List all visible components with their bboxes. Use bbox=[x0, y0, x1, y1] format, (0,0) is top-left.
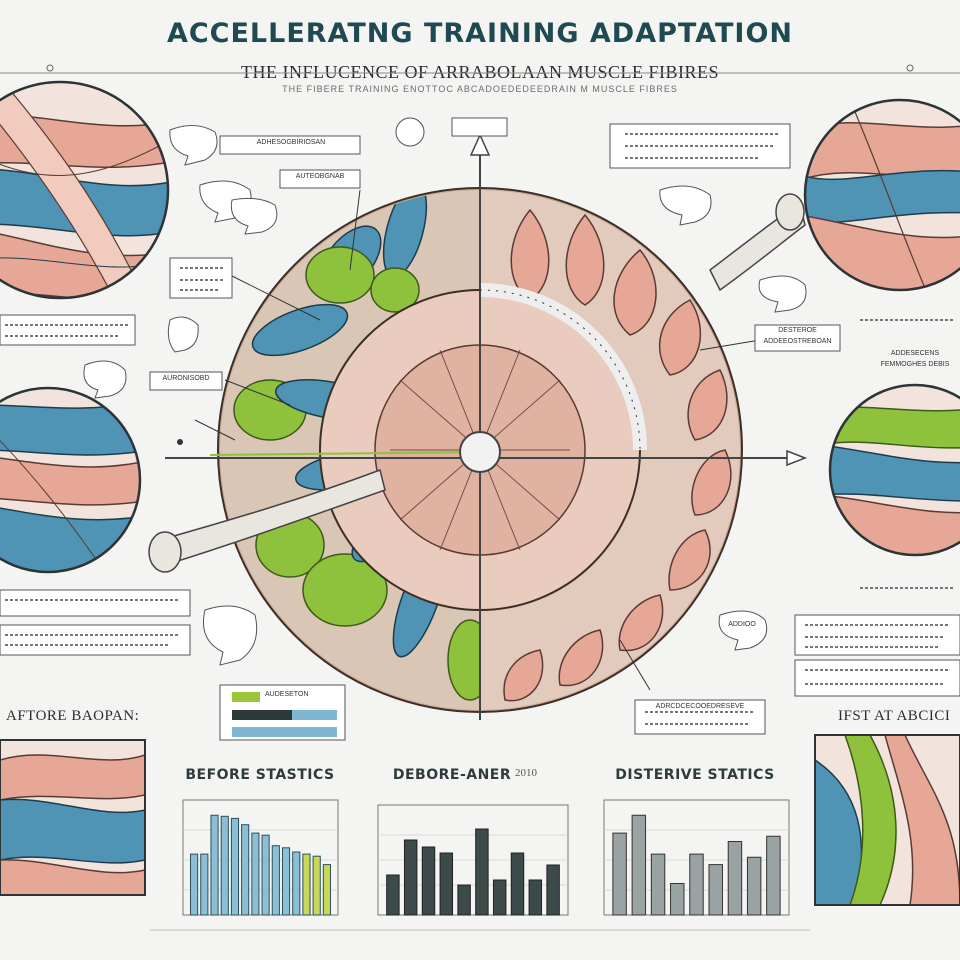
rule-marker-right bbox=[906, 64, 914, 72]
legend-swatch-2 bbox=[232, 710, 292, 720]
page-subtitle-secondary: THE FIBERE TRAINING ENOTTOC ABCADOEDEDEE… bbox=[282, 84, 678, 94]
chart-3-bar-2 bbox=[631, 814, 647, 916]
muscle-circle-mid-left bbox=[0, 388, 140, 572]
page-subtitle: THE INFLUCENCE OF ARRABOLAAN MUSCLE FIBI… bbox=[240, 62, 720, 82]
bubble-label: ADDIOO bbox=[728, 621, 756, 628]
legend-box bbox=[219, 684, 346, 741]
chart-1-bar-3 bbox=[210, 814, 219, 916]
chart-2-bar-6 bbox=[475, 828, 489, 916]
pointer-lines bbox=[194, 189, 761, 691]
chart-3-bar-1 bbox=[612, 832, 627, 916]
chart-2-bar-10 bbox=[546, 864, 560, 916]
chart-3-bar-7 bbox=[727, 841, 743, 916]
chart-2-bar-1 bbox=[386, 874, 400, 916]
chart-1-bar-7 bbox=[251, 832, 260, 916]
chart-1-bar-5 bbox=[230, 817, 240, 916]
chart-1-bar-9 bbox=[271, 845, 280, 916]
chart-3-bar-4 bbox=[670, 883, 685, 916]
legend-swatch-1 bbox=[232, 692, 260, 702]
muscle-panel-bottom-left bbox=[0, 740, 145, 895]
chart-3-bar-5 bbox=[689, 853, 704, 916]
callout-right-head-1: ADDESECENS bbox=[890, 350, 940, 357]
section-label-right: IFST AT ABCICI bbox=[838, 708, 951, 724]
annotation-scribbles bbox=[5, 133, 955, 725]
callout-left-box: AURONISOBD bbox=[162, 375, 210, 382]
chart-3-bar-3 bbox=[650, 853, 666, 916]
marker-circle-top bbox=[395, 117, 425, 147]
chart-1-bar-13 bbox=[312, 855, 321, 916]
chart-1-bar-8 bbox=[261, 834, 270, 916]
central-fiber-wheel bbox=[148, 133, 808, 720]
chart-1-bar-12 bbox=[302, 853, 311, 916]
chart-2-bar-5 bbox=[457, 884, 471, 916]
chart-2-title: DEBORE-ANER bbox=[392, 767, 512, 783]
chart-1-title: BEFORE STASTICS bbox=[185, 767, 335, 783]
chart-2-bar-3 bbox=[421, 846, 436, 916]
chart-1-bar-14 bbox=[322, 864, 331, 916]
chart-2-bar-8 bbox=[510, 852, 525, 916]
legend-swatch-3 bbox=[232, 727, 337, 737]
chart-1-bar-1 bbox=[190, 853, 199, 916]
rule-marker-left bbox=[46, 64, 54, 72]
callout-top-center: ADHESOGBIRIOSAN bbox=[256, 139, 326, 146]
chart-1-bar-6 bbox=[241, 824, 250, 916]
muscle-circle-mid-right bbox=[830, 385, 960, 555]
chart-3-bar-9 bbox=[766, 835, 781, 916]
page-title: ACCELLERATNG TRAINING ADAPTATION bbox=[166, 18, 794, 49]
chart-1-bar-4 bbox=[220, 815, 229, 916]
chart-3-title: DISTERIVE STATICS bbox=[615, 767, 775, 783]
callout-right-head-2: FEMMOGHES DEBIS bbox=[880, 361, 950, 368]
chart-2-bar-2 bbox=[403, 839, 418, 916]
chart-1-bar-11 bbox=[292, 851, 301, 916]
section-label-left: AFTORE BAOPAN: bbox=[6, 708, 140, 724]
chart-2-bar-4 bbox=[439, 852, 454, 916]
chart-3-bar-6 bbox=[708, 864, 723, 916]
chart-3-bar-8 bbox=[746, 856, 762, 916]
marker-dot-left bbox=[177, 439, 183, 445]
callout-mid-right-1: DESTEROE bbox=[778, 327, 817, 334]
callout-center: AUTEOBGNAB bbox=[295, 173, 345, 180]
legend-label: AUDESETON bbox=[265, 691, 309, 698]
callout-mid-right-2: ADDEEOSTREBOAN bbox=[763, 338, 832, 345]
chart-2-subtitle: 2010 bbox=[515, 767, 537, 779]
muscle-panel-bottom-right bbox=[815, 735, 960, 905]
legend-swatch-2b bbox=[292, 710, 337, 720]
chart-1-bar-10 bbox=[281, 847, 291, 916]
chart-2-bar-9 bbox=[528, 879, 543, 916]
muscle-circle-top-left bbox=[0, 82, 168, 298]
chart-bars bbox=[190, 814, 781, 916]
chart-2-bar-7 bbox=[492, 879, 507, 916]
chart-1-bar-2 bbox=[200, 853, 209, 916]
callout-bottom-box: ADRCDCECOOEDRESEVE bbox=[655, 703, 745, 710]
muscle-circle-top-right bbox=[805, 100, 960, 290]
speech-bubbles bbox=[83, 125, 807, 666]
